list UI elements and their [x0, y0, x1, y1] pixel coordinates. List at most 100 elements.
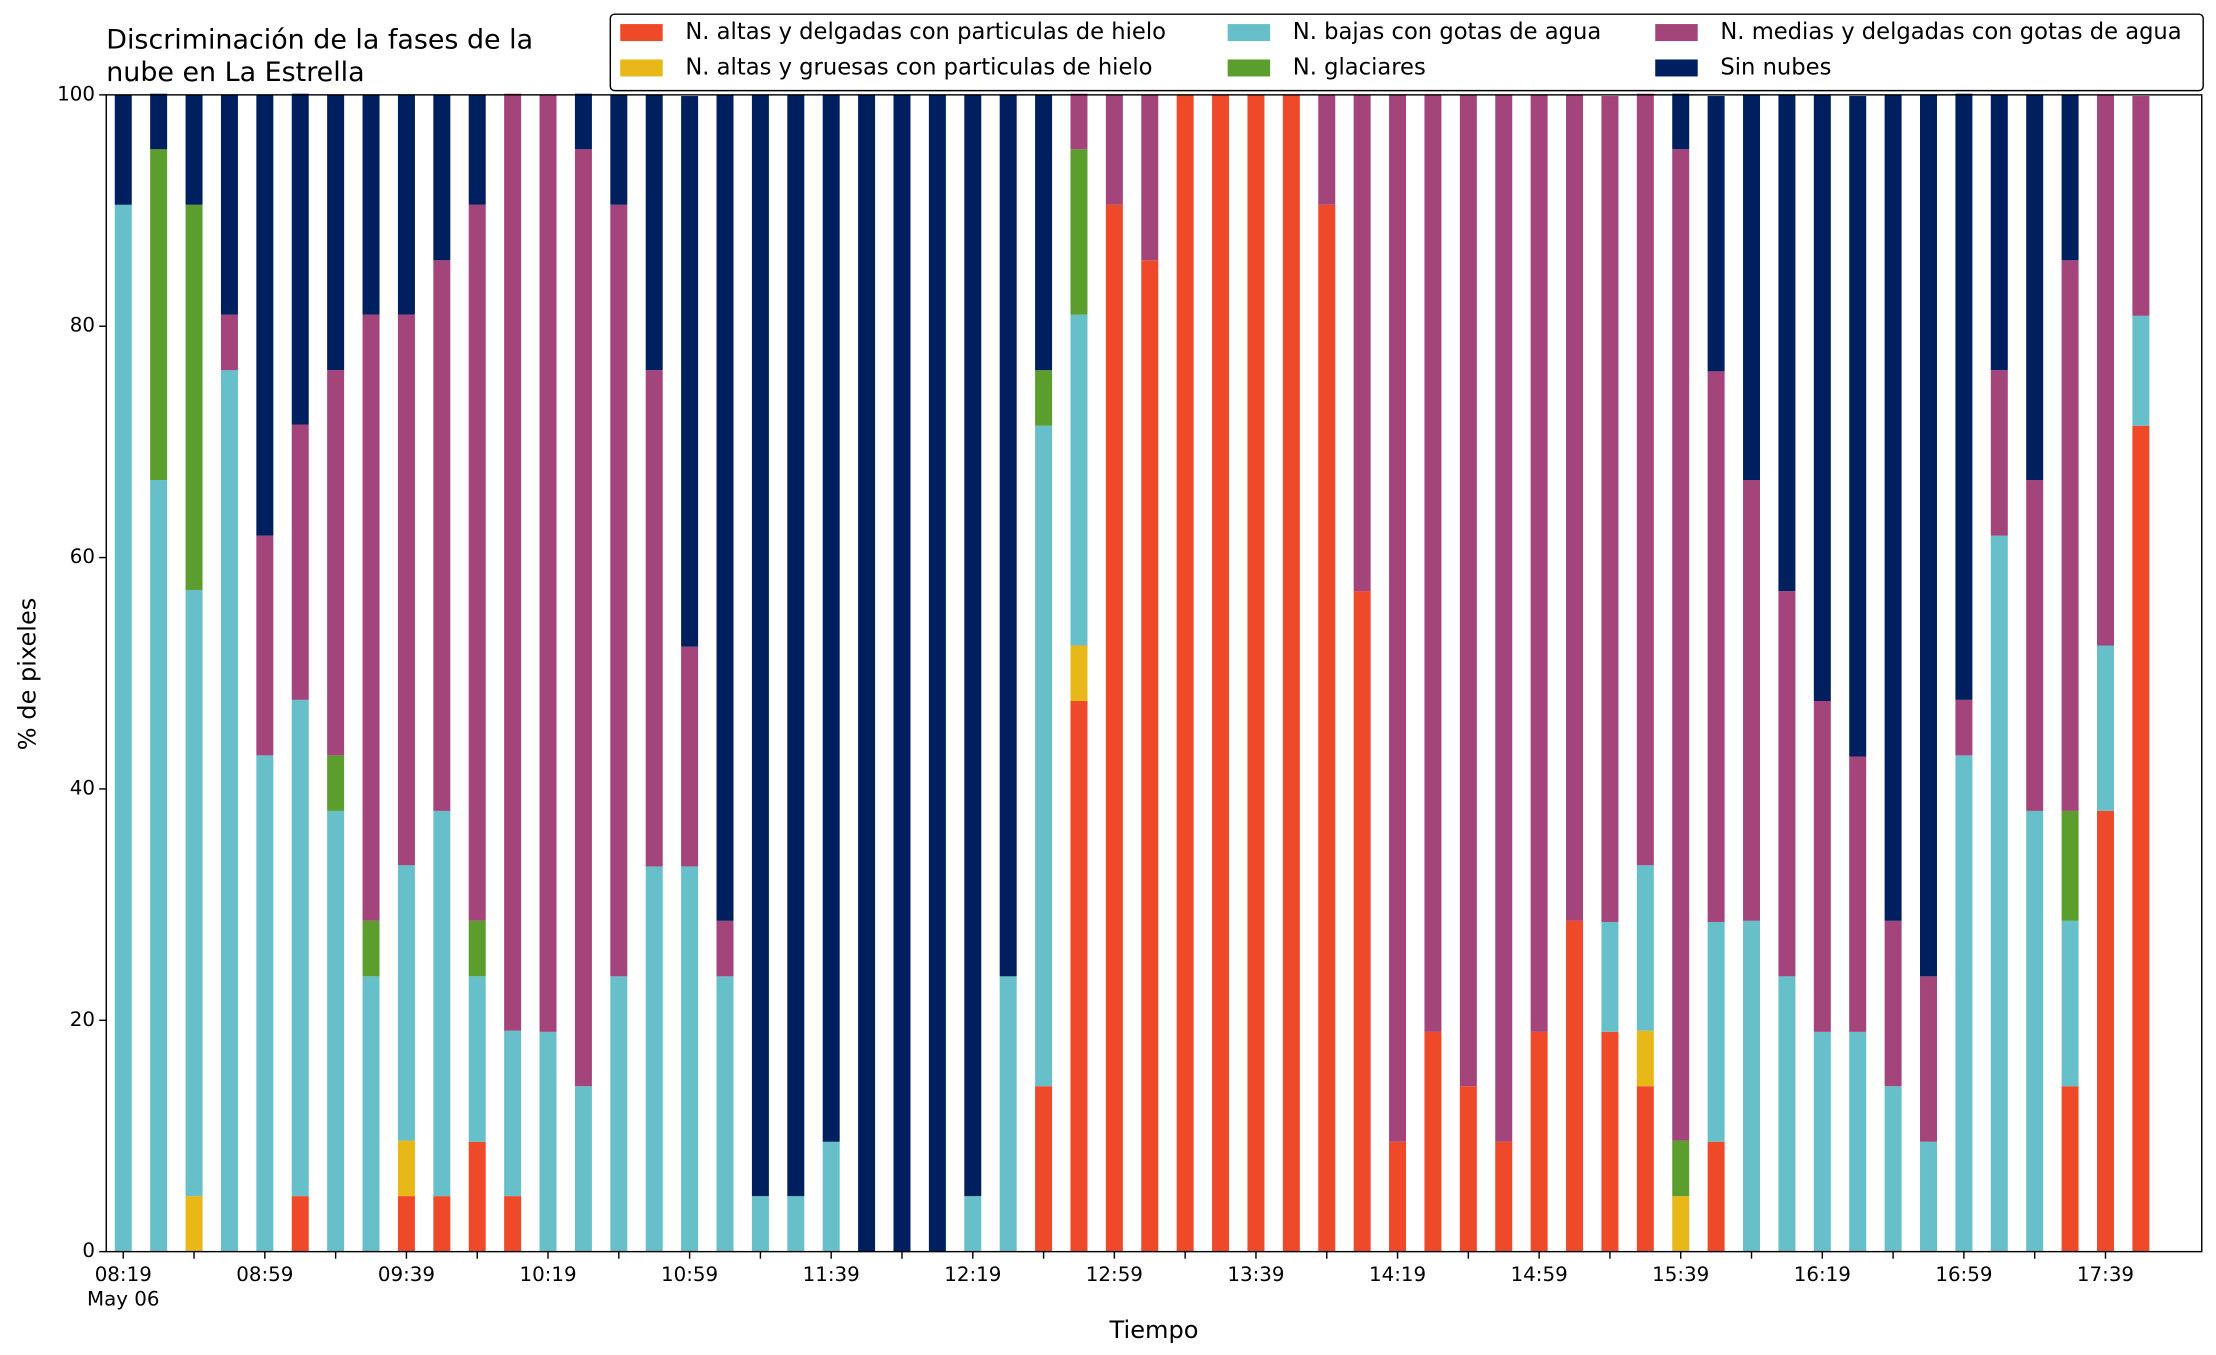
- bar-segment: [150, 480, 168, 1252]
- y-tick-label: 20: [70, 1008, 95, 1031]
- legend-label: Sin nubes: [1720, 54, 1831, 80]
- bar-segment: [468, 204, 486, 921]
- bar-segment: [1813, 701, 1831, 1032]
- bar-segment: [1636, 1086, 1654, 1252]
- bar-segment: [1672, 149, 1690, 1141]
- bar-segment: [1566, 94, 1584, 921]
- bar-segment: [327, 810, 345, 1252]
- bar-segment: [1707, 921, 1725, 1142]
- bar-segment: [539, 1031, 557, 1252]
- x-tick-label: 14:19: [1369, 1263, 1426, 1286]
- bar-segment: [2026, 94, 2044, 481]
- bar-segment: [2061, 1086, 2079, 1252]
- bar-segment: [2061, 260, 2079, 811]
- bar-segment: [362, 94, 380, 315]
- bar-segment: [397, 1140, 415, 1197]
- x-tick-label: 10:19: [519, 1263, 576, 1286]
- legend-label: N. altas y delgadas con particulas de hi…: [685, 19, 1166, 45]
- bar-segment: [1353, 591, 1371, 1252]
- bar-segment: [1105, 204, 1123, 1252]
- bar-segment: [610, 94, 628, 205]
- bar-segment: [1990, 94, 2008, 371]
- bar-segment: [751, 94, 769, 1197]
- bar-segment: [397, 865, 415, 1141]
- bar-segment: [504, 1030, 522, 1197]
- bar-segment: [1070, 645, 1088, 702]
- bar-segment: [1389, 1141, 1407, 1252]
- bar-segment: [327, 370, 345, 756]
- bar-segment: [645, 370, 663, 867]
- legend-swatch: [620, 59, 663, 77]
- bar-segment: [681, 866, 699, 1252]
- bar-segment: [716, 976, 734, 1252]
- bar-segment: [1035, 370, 1053, 426]
- bar-segment: [574, 149, 592, 1087]
- bar-segment: [2061, 920, 2079, 1087]
- bar-segment: [822, 94, 840, 1142]
- bar-segment: [397, 94, 415, 315]
- bar-segment: [1530, 94, 1548, 1032]
- bar-segment: [716, 920, 734, 977]
- legend-swatch: [1655, 24, 1698, 42]
- bar-segment: [504, 1196, 522, 1252]
- bar-segment: [1070, 314, 1088, 646]
- bar-segment: [787, 94, 805, 1197]
- bar-segment: [1743, 480, 1761, 921]
- bar-segment: [610, 204, 628, 977]
- bar-segment: [574, 93, 592, 150]
- bar-segment: [928, 94, 946, 1252]
- axes-frame: [105, 94, 2203, 1253]
- x-tick-label: 12:59: [1086, 1263, 1143, 1286]
- bar-segment: [1955, 93, 1973, 700]
- bar-segment: [1743, 94, 1761, 481]
- bar-segment: [220, 370, 238, 1252]
- bar-segment: [1070, 701, 1088, 1252]
- bar-segment: [362, 976, 380, 1252]
- bar-segment: [220, 94, 238, 315]
- bar-segment: [1459, 94, 1477, 1087]
- y-tick-label: 40: [70, 776, 95, 799]
- bar-segment: [185, 94, 203, 205]
- bar-segment: [433, 94, 451, 261]
- bar-segment: [1070, 93, 1088, 150]
- chart-title: Discriminación de la fases de la: [106, 25, 533, 56]
- bar-segment: [1849, 96, 1867, 757]
- bar-segment: [574, 1086, 592, 1252]
- bar-segment: [999, 976, 1017, 1252]
- bar-segment: [291, 424, 309, 700]
- bar-segment: [114, 204, 132, 1252]
- bar-segment: [433, 810, 451, 1197]
- bar-segment: [327, 755, 345, 811]
- bar-segment: [397, 314, 415, 866]
- bar-segment: [1141, 94, 1159, 261]
- bar-segment: [1247, 94, 1265, 1252]
- bar-segment: [185, 589, 203, 1197]
- bar-segment: [1636, 1030, 1654, 1087]
- bar-segment: [1672, 93, 1690, 150]
- bar-segment: [964, 94, 982, 1197]
- bar-segment: [291, 699, 309, 1197]
- date-label: May 06: [87, 1287, 159, 1310]
- bar-segment: [645, 94, 663, 371]
- bar-segment: [1212, 94, 1230, 1252]
- bar-segment: [1813, 1031, 1831, 1252]
- bar-segment: [504, 93, 522, 1031]
- x-tick-label: 12:19: [944, 1263, 1001, 1286]
- bar-segment: [1282, 94, 1300, 1252]
- bar-segment: [468, 94, 486, 205]
- y-tick-label: 80: [70, 314, 95, 337]
- bar-segment: [893, 94, 911, 1252]
- bar-segment: [2132, 425, 2150, 1252]
- bar-segment: [1778, 94, 1796, 592]
- bar-segment: [2132, 96, 2150, 316]
- bar-segment: [1778, 976, 1796, 1252]
- bar-segment: [1495, 1141, 1513, 1252]
- bar-segment: [185, 204, 203, 590]
- y-axis-label: % de pixeles: [13, 598, 41, 751]
- legend-label: N. medias y delgadas con gotas de agua: [1720, 19, 2181, 45]
- bar-segment: [150, 93, 168, 150]
- bar-segment: [2132, 315, 2150, 426]
- bar-segment: [1990, 535, 2008, 1252]
- bar-segment: [1176, 94, 1194, 1252]
